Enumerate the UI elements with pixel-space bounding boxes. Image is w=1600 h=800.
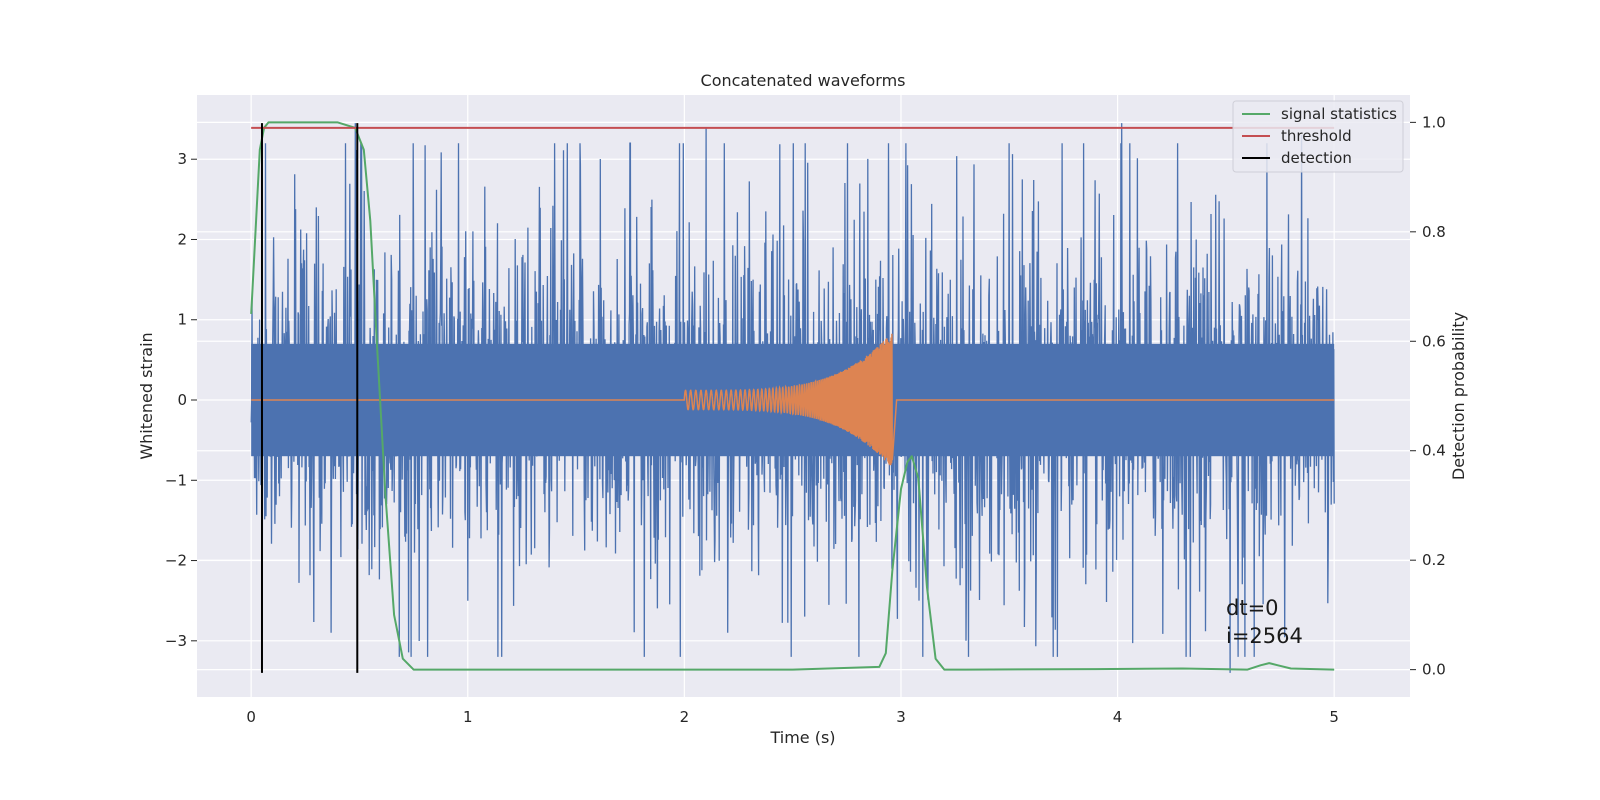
y-tick-label-left: 0 bbox=[177, 391, 187, 409]
y-tick-label-left: 2 bbox=[177, 230, 187, 248]
y-tick-label-left: −3 bbox=[165, 632, 187, 650]
legend: signal statistics threshold detection bbox=[1232, 100, 1404, 173]
x-tick-label: 5 bbox=[1329, 708, 1339, 726]
x-tick-label: 0 bbox=[246, 708, 256, 726]
y-tick-label-right: 0.0 bbox=[1422, 661, 1446, 679]
y-axis-label-right: Detection probability bbox=[1449, 312, 1468, 480]
y-tick-label-left: 3 bbox=[177, 150, 187, 168]
y-tick-label-left: −2 bbox=[165, 552, 187, 570]
y-tick-label-right: 0.6 bbox=[1422, 332, 1446, 350]
signal-statistics-line bbox=[250, 121, 1335, 671]
legend-label-threshold: threshold bbox=[1281, 127, 1352, 145]
legend-label-detection: detection bbox=[1281, 149, 1352, 167]
legend-label-signal-statistics: signal statistics bbox=[1281, 105, 1397, 123]
annotation-index: i=2564 bbox=[1226, 624, 1303, 648]
series-layer bbox=[250, 121, 1335, 673]
chart-title: Concatenated waveforms bbox=[701, 71, 906, 90]
x-axis-label: Time (s) bbox=[769, 728, 835, 747]
y-axis-label-left: Whitened strain bbox=[137, 332, 156, 459]
x-tick-label: 1 bbox=[463, 708, 473, 726]
ticks: 0 1 2 3 4 5 −3 −2 −1 0 1 2 3 0.0 0.2 0.4 0.6 0.8 1.0 bbox=[165, 113, 1446, 726]
y-tick-label-right: 0.8 bbox=[1422, 223, 1446, 241]
annotation-dt: dt=0 bbox=[1226, 596, 1279, 620]
legend-box bbox=[1232, 100, 1404, 173]
y-tick-label-right: 0.4 bbox=[1422, 442, 1446, 460]
y-tick-label-right: 0.2 bbox=[1422, 551, 1446, 569]
injection-waveform-line bbox=[251, 333, 1335, 466]
y-tick-label-left: 1 bbox=[177, 311, 187, 329]
y-tick-label-left: −1 bbox=[165, 471, 187, 489]
x-tick-label: 2 bbox=[680, 708, 690, 726]
x-tick-label: 4 bbox=[1113, 708, 1123, 726]
y-tick-label-right: 1.0 bbox=[1422, 113, 1446, 131]
x-tick-label: 3 bbox=[896, 708, 906, 726]
